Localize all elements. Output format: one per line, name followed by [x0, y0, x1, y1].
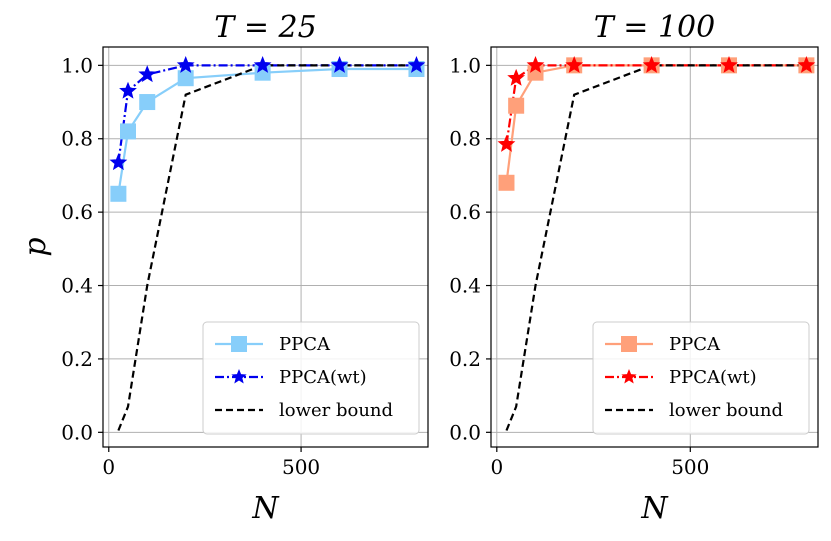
chart-title: T = 100	[594, 10, 715, 45]
data-point-star	[720, 55, 738, 73]
data-point-square	[120, 123, 136, 140]
legend-label: PPCA	[669, 334, 721, 355]
legend-marker-square	[231, 336, 247, 352]
legend-label: lower bound	[279, 400, 393, 421]
x-tick-label: 0	[102, 455, 115, 479]
data-point-square	[498, 174, 515, 191]
x-axis-label: N	[251, 491, 280, 526]
y-tick-label: 1.0	[61, 53, 93, 77]
y-tick-label: 0.6	[61, 200, 93, 224]
legend-label: PPCA(wt)	[669, 367, 757, 388]
legend-label: PPCA(wt)	[279, 367, 367, 388]
series-line-ppca	[505, 64, 807, 183]
legend: PPCA PPCA(wt) lower bound	[202, 321, 420, 435]
y-tick-label: 0.2	[61, 347, 93, 371]
data-point-star	[526, 55, 545, 73]
data-point-star	[138, 65, 157, 83]
chart-title: T = 25	[214, 10, 316, 45]
data-point-star	[642, 55, 661, 73]
data-point-square	[110, 185, 127, 202]
legend-box	[202, 321, 420, 435]
y-tick-label: 1.0	[449, 53, 481, 77]
y-tick-label: 0.4	[61, 274, 93, 298]
y-tick-label: 0.8	[61, 127, 93, 151]
legend-marker-star	[621, 369, 637, 384]
x-tick-label: 0	[490, 455, 503, 479]
series-line-lower-bound	[505, 64, 807, 431]
series-line-lower-bound	[117, 64, 417, 431]
y-tick-label: 0.4	[449, 274, 481, 298]
legend-box	[592, 321, 810, 435]
panel-1: 0.0 0.2 0.4 0.6 0.8 1.0 0 500 T = 25 Np PPCA PPCA(w…	[18, 10, 429, 526]
x-tick-label: 500	[671, 455, 709, 479]
y-tick-label: 0.0	[61, 420, 93, 444]
data-point-star	[253, 55, 272, 73]
data-point-star	[330, 55, 349, 73]
panel-2: 0.0 0.2 0.4 0.6 0.8 1.0 0 500 T = 100 N PPCA PPCA(w…	[449, 10, 819, 526]
series-line-ppca	[117, 67, 417, 194]
data-point-star	[119, 81, 137, 99]
legend-marker-star	[231, 369, 247, 384]
plot-area	[497, 55, 816, 431]
legend-label: PPCA	[279, 334, 331, 355]
y-axis-label: p	[18, 237, 53, 256]
legend-label: lower bound	[669, 400, 783, 421]
series-line-ppca-wt-	[505, 64, 807, 145]
plot-area	[109, 55, 426, 431]
data-point-star	[407, 55, 426, 73]
y-tick-label: 0.2	[449, 347, 481, 371]
data-point-star	[565, 55, 584, 73]
data-point-star	[497, 134, 516, 152]
data-point-star	[797, 55, 816, 73]
legend-marker-square	[621, 336, 637, 352]
axes-frame	[490, 46, 819, 448]
axes-frame	[102, 46, 429, 448]
x-axis-label: N	[640, 491, 669, 526]
data-point-star	[507, 68, 526, 86]
y-tick-label: 0.8	[449, 127, 481, 151]
data-point-square	[177, 70, 194, 87]
data-point-square	[139, 94, 156, 111]
data-point-square	[508, 97, 525, 114]
data-point-star	[176, 55, 195, 73]
x-tick-label: 500	[282, 455, 320, 479]
y-tick-label: 0.0	[449, 420, 481, 444]
legend: PPCA PPCA(wt) lower bound	[592, 321, 810, 435]
y-tick-label: 0.6	[449, 200, 481, 224]
data-point-star	[109, 153, 128, 171]
